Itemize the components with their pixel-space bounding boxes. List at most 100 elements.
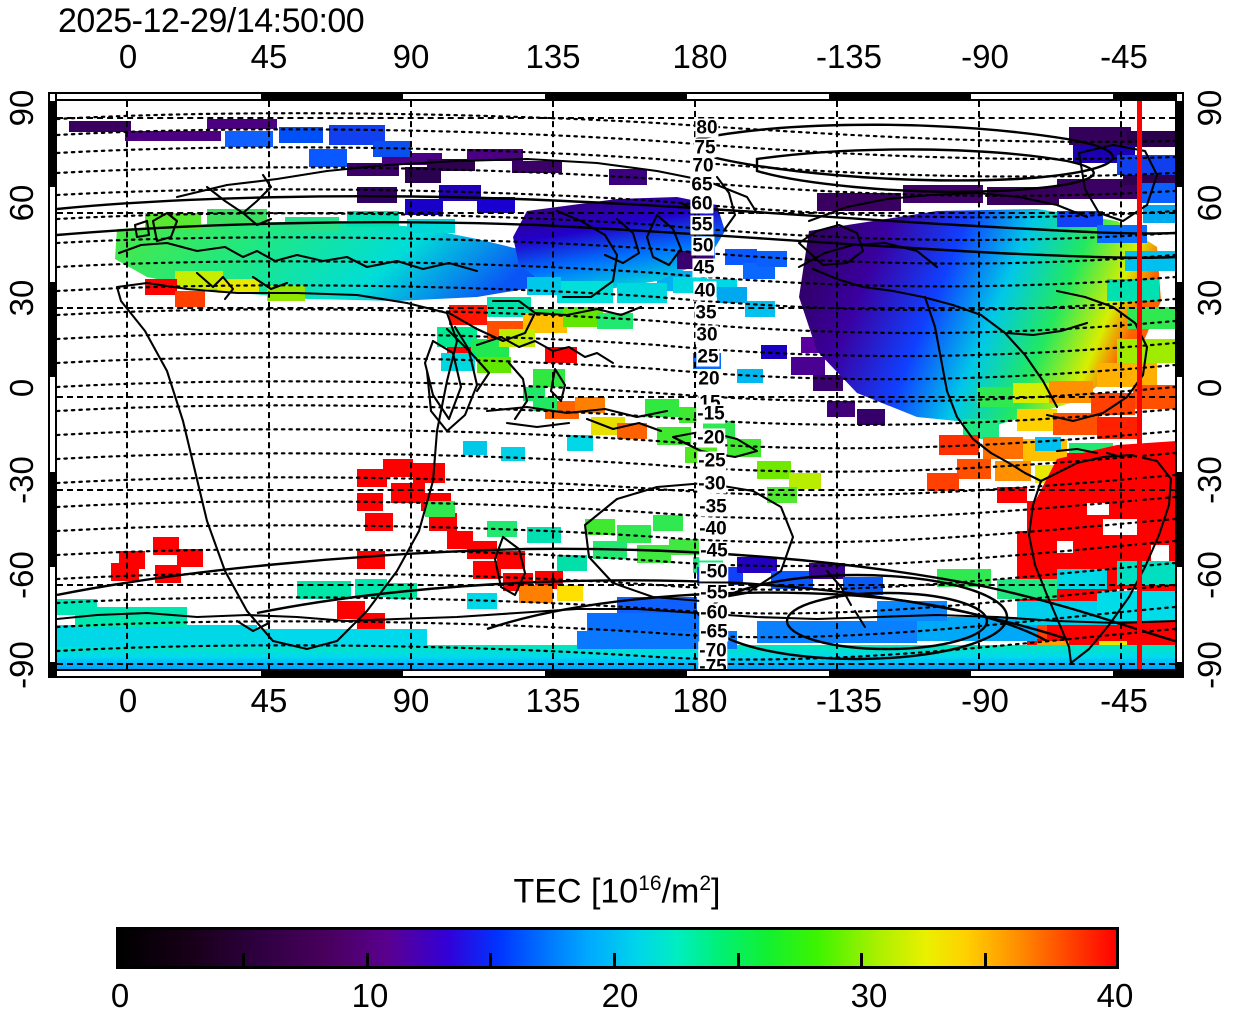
- graticule-meridian: [1120, 101, 1122, 669]
- x-tick-label-bottom: 180: [672, 682, 728, 719]
- colorbar-tick-label: 0: [110, 977, 130, 1014]
- axis-frame-band-bottom-seg: [545, 671, 687, 676]
- magnetic-contour-label: -30: [697, 473, 727, 495]
- colorbar-tick-label: 20: [601, 977, 639, 1014]
- magnetic-contour-label: -45: [699, 540, 729, 562]
- colorbar-minor-tick: [242, 953, 245, 966]
- magnetic-contour-label: -50: [699, 561, 729, 583]
- axis-frame-band-bottom-seg: [1113, 671, 1184, 676]
- y-tick-label-left: -90: [3, 641, 40, 689]
- graticule-parallel: [57, 212, 1175, 214]
- graticule-parallel: [57, 584, 1175, 586]
- tec-patch-southern-africa: [111, 459, 583, 647]
- x-tick-label-bottom: 135: [525, 682, 581, 719]
- magnetic-contour-label: 45: [692, 257, 716, 279]
- colorbar-title-close: ]: [711, 872, 721, 911]
- colorbar-minor-tick: [737, 953, 740, 966]
- axis-frame-band-bottom-seg: [829, 671, 971, 676]
- colorbar-title-prefix: TEC [10: [513, 872, 639, 911]
- magnetic-contour-label: 60: [690, 193, 714, 215]
- map-canvas[interactable]: 80 75 70 65 60 55 50 45 40 35 30 25 20 1…: [57, 101, 1175, 669]
- axis-frame-band-left-seg: [50, 662, 55, 676]
- colorbar-major-tick: [366, 953, 369, 966]
- colorbar-major-tick: [613, 953, 616, 966]
- x-tick-label-top: 0: [118, 38, 138, 75]
- graticule-meridian: [552, 101, 554, 669]
- page-title: 2025-12-29/14:50:00: [58, 2, 365, 40]
- colorbar-title: TEC [1016/m2]: [514, 872, 721, 911]
- x-tick-label-top: 135: [525, 38, 581, 75]
- colorbar-major-tick: [860, 953, 863, 966]
- axis-frame-band-top-seg: [261, 94, 403, 99]
- magnetic-contour-label: -55: [699, 582, 729, 604]
- red-meridian-marker: [1137, 101, 1142, 669]
- magnetic-contour-label: 50: [691, 235, 715, 257]
- graticule-meridian: [410, 101, 412, 669]
- graticule-meridian: [836, 101, 838, 669]
- y-tick-label-right: -30: [1191, 456, 1228, 504]
- y-tick-label-left: 30: [3, 279, 40, 317]
- x-tick-label-top: 90: [392, 38, 430, 75]
- axis-frame-band-right-seg: [1177, 282, 1182, 377]
- y-tick-label-left: 90: [3, 89, 40, 127]
- magnetic-contour-label: 35: [694, 302, 718, 324]
- colorbar-minor-tick: [489, 953, 492, 966]
- magnetic-contour-label: -75: [698, 657, 728, 669]
- colorbar-title-suffix: /m: [661, 872, 700, 911]
- axis-frame-band-left: [48, 92, 57, 678]
- y-tick-label-left: -60: [3, 551, 40, 599]
- x-tick-label-bottom: -90: [961, 682, 1009, 719]
- magnetic-contour-label: 20: [697, 368, 721, 390]
- magnetic-contour-label: -35: [698, 496, 728, 518]
- x-tick-label-bottom: 90: [392, 682, 430, 719]
- x-tick-label-top: 45: [250, 38, 288, 75]
- colorbar-minor-tick: [984, 953, 987, 966]
- colorbar-title-exponent-2: 2: [699, 872, 712, 895]
- graticule-parallel: [57, 663, 1175, 665]
- geomagnetic-contour-layer: [57, 112, 1175, 661]
- x-tick-label-bottom: 45: [250, 682, 288, 719]
- y-tick-label-left: -30: [3, 456, 40, 504]
- magnetic-contour-label: -70: [698, 640, 728, 662]
- axis-frame-band-left-seg: [50, 472, 55, 567]
- y-tick-label-right: 60: [1191, 184, 1228, 222]
- x-tick-label-bottom: -45: [1100, 682, 1148, 719]
- magnetic-contour-label: 25: [696, 346, 720, 368]
- y-tick-label-right: 30: [1191, 279, 1228, 317]
- x-tick-label-top: -45: [1100, 38, 1148, 75]
- axis-frame-band-right: [1175, 92, 1184, 678]
- axis-frame-band-bottom-seg: [261, 671, 403, 676]
- magnetic-contour-label: -20: [696, 427, 726, 449]
- x-tick-label-bottom: 0: [118, 682, 138, 719]
- colorbar-tick-label: 10: [351, 977, 389, 1014]
- tec-patch-greenland: [1073, 145, 1175, 223]
- magnetic-contour-label: 30: [695, 324, 719, 346]
- graticule-parallel: [57, 489, 1175, 491]
- magnetic-contour-label: -15: [696, 403, 726, 425]
- x-tick-label-bottom: -135: [815, 682, 883, 719]
- magnetic-contour-label: -60: [699, 602, 729, 624]
- x-tick-label-top: 180: [672, 38, 728, 75]
- magnetic-contour-label: -25: [697, 450, 727, 472]
- graticule-parallel: [57, 307, 1175, 309]
- axis-frame-band-top-seg: [545, 94, 687, 99]
- axis-frame-band-left-seg: [50, 101, 55, 187]
- axis-frame-band-right-seg: [1177, 101, 1182, 187]
- x-tick-label-top: -135: [815, 38, 883, 75]
- map-plot-area[interactable]: 80 75 70 65 60 55 50 45 40 35 30 25 20 1…: [48, 92, 1184, 678]
- magnetic-contour-label: 70: [691, 155, 715, 177]
- graticule-parallel: [57, 117, 1175, 119]
- magnetic-contour-label: 80: [695, 117, 719, 139]
- graticule-meridian: [268, 101, 270, 669]
- axis-frame-band-right-seg: [1177, 662, 1182, 676]
- axis-frame-band-top-seg: [1113, 94, 1184, 99]
- axis-frame-band-right-seg: [1177, 472, 1182, 567]
- colorbar-tick-label: 30: [850, 977, 888, 1014]
- y-tick-label-right: -90: [1191, 641, 1228, 689]
- colorbar[interactable]: [116, 927, 1119, 969]
- y-tick-label-right: 90: [1191, 89, 1228, 127]
- colorbar-tick-label: 40: [1096, 977, 1134, 1014]
- y-tick-label-left: 0: [3, 378, 40, 398]
- magnetic-contour-label: 65: [690, 174, 714, 196]
- x-tick-label-top: -90: [961, 38, 1009, 75]
